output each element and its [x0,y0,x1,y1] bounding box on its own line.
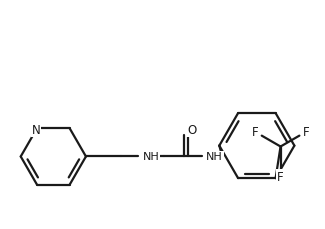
Text: N: N [32,123,40,136]
Text: F: F [252,126,258,139]
Text: NH: NH [143,152,160,162]
Text: O: O [187,124,196,137]
Text: F: F [277,170,284,183]
Text: F: F [303,126,309,139]
Text: NH: NH [206,152,223,162]
